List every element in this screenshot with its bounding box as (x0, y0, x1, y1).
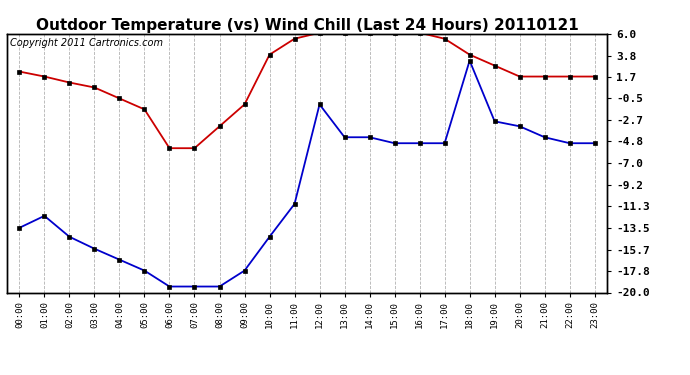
Title: Outdoor Temperature (vs) Wind Chill (Last 24 Hours) 20110121: Outdoor Temperature (vs) Wind Chill (Las… (36, 18, 578, 33)
Text: Copyright 2011 Cartronics.com: Copyright 2011 Cartronics.com (10, 38, 163, 48)
